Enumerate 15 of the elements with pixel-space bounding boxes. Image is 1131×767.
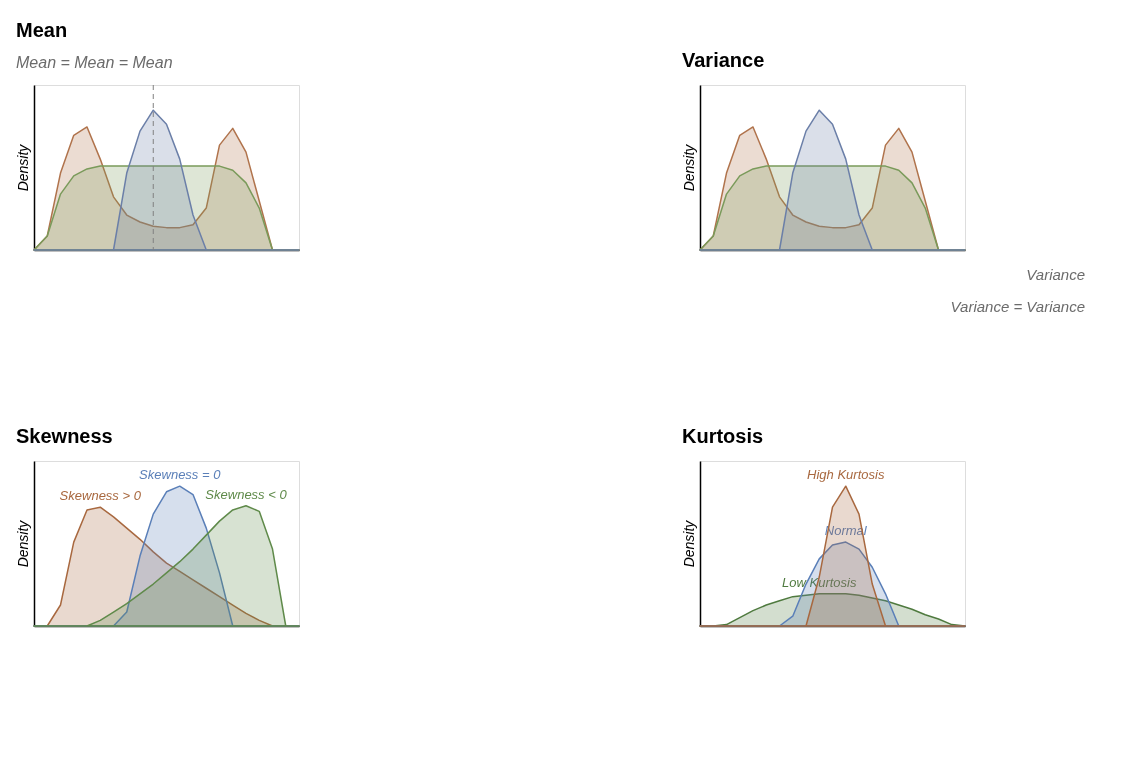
- series-label: Skewness > 0: [59, 488, 142, 504]
- series-label: Skewness = 0: [139, 467, 222, 483]
- text: Variance: [1026, 266, 1085, 283]
- y-axis-title: Density: [680, 519, 697, 568]
- y-axis-title: Density: [680, 143, 697, 192]
- text: Variance = Variance: [950, 298, 1085, 315]
- chart-title: Kurtosis: [682, 425, 764, 447]
- series-label: High Kurtosis: [807, 467, 885, 483]
- chart-title: Variance: [682, 49, 765, 71]
- chart-subtitle: Mean = Mean = Mean: [16, 53, 173, 71]
- chart-title: Skewness: [16, 425, 113, 447]
- chart-title: Mean: [16, 18, 68, 41]
- y-axis-title: Density: [14, 519, 31, 568]
- y-axis-title: Density: [14, 143, 31, 192]
- series-label: Skewness < 0: [205, 486, 288, 502]
